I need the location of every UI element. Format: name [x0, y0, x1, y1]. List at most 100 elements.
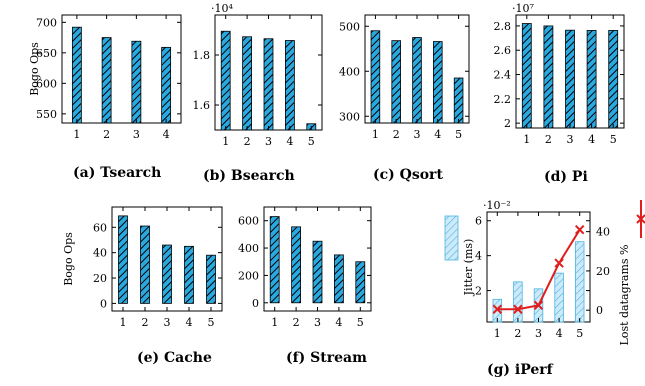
x-tick-label: 3	[133, 128, 140, 141]
x-tick-label: 4	[588, 133, 595, 146]
bar	[242, 36, 252, 131]
chart-tsearch: 550 600 650 700 1 2 3 4 Bogo Ops (a) Tsearch	[28, 14, 182, 181]
x-tick-label: 1	[523, 133, 530, 146]
bar	[206, 254, 216, 304]
x-tick-label: 4	[286, 135, 293, 148]
y-axis-label: Bogo Ops	[62, 232, 75, 286]
axis-multiplier: ·10⁻²	[483, 199, 511, 212]
y-tick-label: 600	[238, 215, 259, 228]
y2-axis-label: Lost datagrams %	[618, 245, 631, 346]
line-point	[513, 304, 523, 314]
x-tick-label: 5	[576, 327, 583, 340]
chart-pi: 22.22.42.62.81 2 3 4 5·10⁷(d) Pi	[494, 2, 625, 185]
bar	[285, 40, 295, 131]
y2-tick-label: 40	[596, 226, 610, 239]
y-tick-label: 2.4	[494, 69, 512, 82]
line-point	[492, 304, 503, 314]
y-tick-label: 650	[36, 47, 57, 60]
bar	[312, 240, 323, 304]
y-tick-label: 500	[339, 20, 360, 33]
chart-caption: (b) Bsearch	[203, 168, 295, 184]
bar	[521, 23, 532, 129]
bar	[370, 30, 381, 124]
y2-tick-label: 20	[596, 265, 610, 278]
y-tick-label: 600	[36, 77, 57, 90]
chart-caption: (d) Pi	[544, 169, 588, 185]
y-tick-label: 200	[238, 269, 259, 282]
chart-caption: (a) Tsearch	[73, 165, 161, 181]
bar	[513, 281, 523, 323]
bar	[118, 215, 128, 304]
x-tick-label: 1	[222, 135, 229, 148]
bar	[334, 254, 344, 304]
x-tick-label: 2	[244, 135, 251, 148]
x-tick-label: 1	[494, 327, 501, 340]
y-tick-label: 2.2	[494, 93, 512, 106]
bar	[131, 40, 142, 124]
bar	[140, 225, 150, 304]
y-tick-label: 400	[238, 242, 259, 255]
bar	[608, 30, 619, 129]
x-tick-label: 3	[567, 133, 574, 146]
x-tick-label: 1	[271, 316, 278, 329]
y-tick-label: 6	[475, 215, 482, 228]
y-tick-label: 2	[475, 285, 482, 298]
line-point	[574, 224, 585, 235]
x-tick-label: 3	[265, 135, 272, 148]
y-tick-label: 40	[93, 247, 107, 260]
bar	[220, 30, 231, 131]
chart-qsort: 300 400 500 1 2 3 4 5 (c) Qsort	[339, 14, 470, 183]
y-tick-label: 1.8	[193, 49, 211, 62]
bar	[269, 216, 280, 304]
x-tick-label: 2	[545, 133, 552, 146]
legend-lost-marker	[636, 214, 645, 224]
chart-stream: 0 200 400 600 1 2 3 4 5 (f) Stream	[238, 206, 372, 366]
legend-jitter-swatch	[444, 215, 459, 261]
x-tick-label: 2	[393, 128, 400, 141]
x-tick-label: 1	[73, 128, 80, 141]
y-tick-label: 550	[36, 108, 57, 121]
bar	[162, 244, 172, 304]
x-tick-label: 5	[208, 316, 215, 329]
bar	[184, 245, 194, 304]
axis-multiplier: ·10⁷	[512, 2, 534, 15]
bar	[263, 38, 274, 131]
chart-caption: (f) Stream	[286, 350, 367, 366]
x-tick-label: 4	[434, 128, 441, 141]
x-tick-label: 4	[335, 316, 342, 329]
y-axis-label: Jitter (ms)	[462, 239, 475, 297]
x-tick-label: 4	[556, 327, 563, 340]
x-tick-label: 2	[103, 128, 110, 141]
x-tick-label: 1	[372, 128, 379, 141]
x-tick-label: 3	[164, 316, 171, 329]
bar	[291, 226, 301, 304]
bar	[412, 37, 422, 124]
x-tick-label: 2	[142, 316, 149, 329]
y-tick-label: 20	[93, 272, 107, 285]
bar	[101, 37, 112, 124]
x-tick-label: 5	[308, 135, 315, 148]
bar	[71, 26, 82, 124]
x-tick-label: 3	[535, 327, 542, 340]
x-tick-label: 4	[186, 316, 193, 329]
x-tick-label: 5	[455, 128, 462, 141]
bar	[543, 25, 554, 129]
y-tick-label: 700	[36, 16, 57, 29]
axis-multiplier: ·10⁴	[211, 2, 233, 15]
x-tick-label: 3	[414, 128, 421, 141]
chart-caption: (g) iPerf	[487, 362, 554, 378]
y-tick-label: 0	[252, 297, 259, 310]
y-axis-label: Bogo Ops	[28, 42, 41, 96]
chart-caption: (c) Qsort	[373, 167, 443, 183]
line-point	[533, 300, 544, 311]
x-tick-label: 2	[514, 327, 521, 340]
x-tick-label: 4	[163, 128, 170, 141]
bar	[586, 30, 597, 129]
y-tick-label: 2	[504, 117, 511, 130]
y2-tick-label: 0	[596, 304, 603, 317]
x-tick-label: 5	[610, 133, 617, 146]
y-tick-label: 4	[475, 250, 482, 263]
chart-cache: 0 20 40 60 1 2 3 4 5 Bogo Ops (e) Cache	[62, 206, 223, 366]
